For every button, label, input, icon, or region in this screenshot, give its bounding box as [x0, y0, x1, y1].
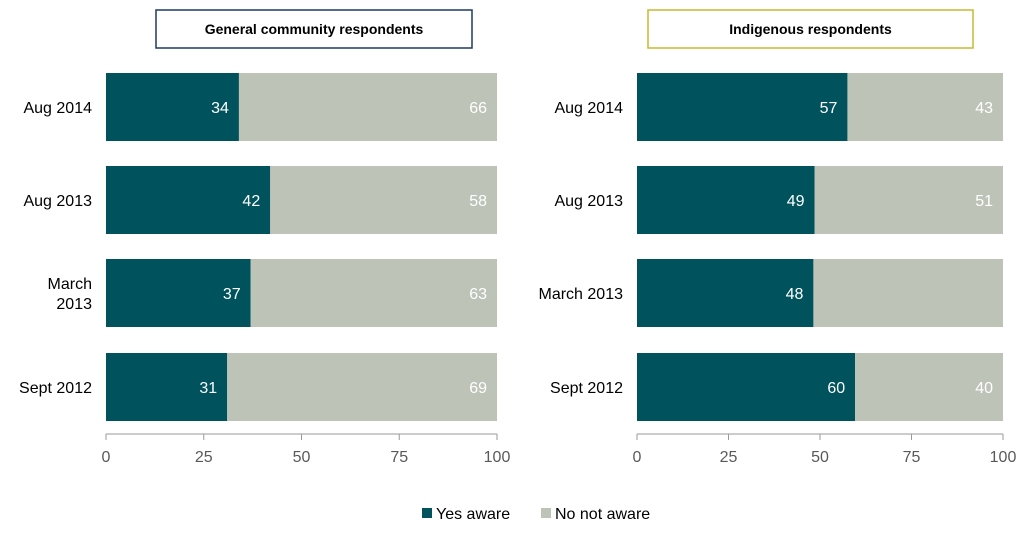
indigenous-category-label-0: Aug 2014 [554, 100, 623, 117]
general-category-label-line: 2013 [56, 296, 92, 313]
general-data-label-yes-0: 34 [211, 100, 229, 117]
indigenous-data-label-yes-3: 60 [827, 380, 845, 397]
legend-swatch-no [541, 508, 551, 518]
general-category-label-line: Sept 2012 [19, 380, 92, 397]
general-community-panel: General community respondents 34 66 Aug 201… [19, 9, 511, 466]
legend: Yes aware No not aware [422, 506, 650, 523]
indigenous-x-tick-label-1: 25 [720, 449, 738, 466]
general-category-label-0: Aug 2014 [23, 100, 92, 117]
indigenous-title: Indigenous respondents [729, 21, 892, 37]
general-x-tick-label-1: 25 [195, 449, 213, 466]
legend-swatch-yes [422, 508, 432, 518]
general-data-label-yes-1: 42 [242, 193, 260, 210]
general-data-label-no-0: 66 [469, 100, 487, 117]
indigenous-bar-yes-3 [637, 353, 856, 421]
indigenous-category-label-line: March 2013 [539, 286, 624, 303]
indigenous-category-label-line: Aug 2013 [554, 193, 623, 210]
legend-label-no: No not aware [555, 506, 650, 523]
indigenous-data-label-no-3: 40 [975, 380, 993, 397]
general-title-box [155, 9, 473, 49]
general-bar-no-1 [270, 166, 497, 234]
general-category-label-line: Aug 2014 [23, 100, 92, 117]
general-category-label-line: Aug 2013 [23, 193, 92, 210]
general-category-label-line: March [48, 276, 92, 293]
general-data-label-no-1: 58 [469, 193, 487, 210]
general-bar-no-3 [227, 353, 497, 421]
general-bar-no-0 [238, 73, 497, 141]
indigenous-bar-no-1 [814, 166, 1003, 234]
indigenous-category-label-3: Sept 2012 [550, 380, 623, 397]
indigenous-data-label-no-1: 51 [975, 193, 993, 210]
indigenous-bar-yes-2 [637, 259, 814, 327]
indigenous-category-label-2: March 2013 [539, 286, 624, 303]
general-bar-yes-3 [106, 353, 228, 421]
indigenous-title-box [647, 9, 974, 49]
indigenous-x-tick-label-2: 50 [811, 449, 829, 466]
legend-label-yes: Yes aware [436, 506, 510, 523]
indigenous-bar-yes-0 [637, 73, 848, 141]
indigenous-bar-no-3 [855, 353, 1003, 421]
general-data-label-no-3: 69 [469, 380, 487, 397]
indigenous-data-label-yes-2: 48 [786, 286, 804, 303]
general-x-tick-label-0: 0 [102, 449, 111, 466]
general-bar-yes-0 [106, 73, 239, 141]
indigenous-data-label-yes-1: 49 [787, 193, 805, 210]
indigenous-data-label-yes-0: 57 [820, 100, 838, 117]
general-x-tick-label-3: 75 [390, 449, 408, 466]
indigenous-category-label-line: Sept 2012 [550, 380, 623, 397]
general-category-label-1: Aug 2013 [23, 193, 92, 210]
indigenous-x-tick-label-0: 0 [633, 449, 642, 466]
indigenous-bar-yes-1 [637, 166, 815, 234]
general-bar-no-2 [250, 259, 497, 327]
indigenous-panel: Indigenous respondents 57 43 Aug 2014 49 51 Au… [539, 9, 1017, 466]
general-data-label-yes-3: 31 [199, 380, 217, 397]
general-category-label-3: Sept 2012 [19, 380, 92, 397]
indigenous-category-label-line: Aug 2014 [554, 100, 623, 117]
general-category-label-2: March 2013 [48, 276, 93, 313]
general-x-tick-label-2: 50 [293, 449, 311, 466]
general-title: General community respondents [205, 21, 424, 37]
indigenous-x-tick-label-4: 100 [990, 449, 1017, 466]
indigenous-category-label-1: Aug 2013 [554, 193, 623, 210]
general-bar-yes-2 [106, 259, 251, 327]
general-x-tick-label-4: 100 [484, 449, 511, 466]
indigenous-bar-no-0 [847, 73, 1003, 141]
general-bar-yes-1 [106, 166, 271, 234]
general-data-label-no-2: 63 [469, 286, 487, 303]
indigenous-bar-no-2 [813, 259, 1003, 327]
general-data-label-yes-2: 37 [223, 286, 241, 303]
indigenous-data-label-no-0: 43 [975, 100, 993, 117]
indigenous-x-tick-label-3: 75 [903, 449, 921, 466]
